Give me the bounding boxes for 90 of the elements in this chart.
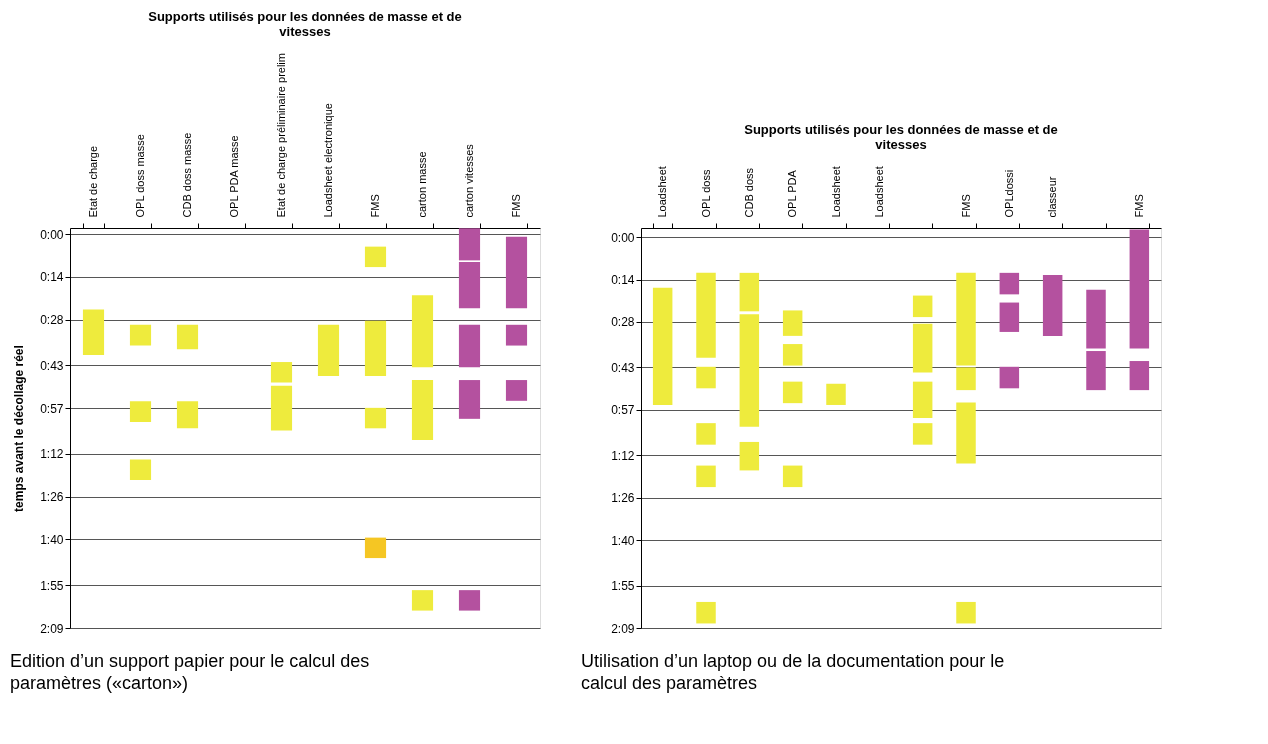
text: Utilisation d’un laptop ou de la documentation pour le calcul des paramètres (581, 651, 1005, 693)
x-tick-label: FMS (959, 194, 972, 218)
bar (364, 407, 387, 429)
bar (270, 362, 293, 383)
x-tick-label: OPL PDA (786, 169, 799, 218)
y-tick-label: 1:26 (611, 491, 635, 506)
y-tick-label: 0:43 (40, 358, 64, 373)
bar (782, 465, 803, 488)
y-tick-label: 1:40 (611, 533, 635, 548)
bar (1042, 274, 1063, 336)
x-tick-label: Loadsheet (829, 166, 842, 218)
y-tick-label: 1:12 (611, 448, 635, 463)
y-tick-label: 1:55 (40, 578, 64, 593)
bar (82, 309, 105, 356)
x-tick-label: FMS (369, 194, 381, 218)
bar (176, 324, 199, 350)
x-tick-label: CDB doss masse (181, 132, 193, 218)
x-tick-label: Loadsheet electronique (322, 103, 334, 218)
bar (411, 590, 434, 611)
x-tick-label: Etat de charge (87, 145, 99, 218)
bar (317, 324, 340, 377)
y-tick-label: 0:14 (611, 273, 635, 288)
bar (1086, 351, 1106, 391)
bar (411, 380, 434, 440)
x-tick-label: FMS (510, 194, 522, 218)
bar (826, 383, 846, 405)
y-tick-label: 1:12 (40, 447, 64, 462)
bar (129, 324, 152, 346)
bar (458, 590, 481, 611)
bar (652, 287, 673, 405)
bar (912, 295, 933, 318)
bar (129, 459, 152, 480)
bar (999, 366, 1020, 389)
bar (129, 401, 152, 422)
x-tick-label: OPL doss (699, 169, 712, 218)
x-tick-label: classeur (1046, 176, 1059, 218)
bar (956, 601, 976, 624)
bar (739, 441, 760, 471)
bar (176, 401, 199, 429)
x-tick-label: OPL PDA masse (228, 135, 240, 218)
bar (364, 246, 387, 268)
bar (696, 366, 716, 389)
bar (912, 323, 933, 373)
x-tick-label: CDB doss (742, 167, 755, 218)
x-tick-label: OPL doss masse (134, 134, 146, 218)
bar (364, 537, 387, 559)
bar (696, 272, 716, 358)
y-tick-label: 0:43 (611, 360, 635, 375)
bar (1129, 229, 1150, 349)
x-tick-label: Etat de charge préliminaire prelim (275, 53, 287, 218)
y-tick-label: 0:00 (40, 227, 64, 242)
bar (696, 465, 716, 488)
text: Edition d’un support papier pour le calcul des paramètres («carton») (10, 651, 370, 693)
x-tick-label: Loadsheet (656, 166, 669, 218)
bar (270, 385, 293, 431)
y-tick-label: 2:09 (611, 621, 635, 636)
bar (999, 302, 1020, 332)
y-tick-label: 0:28 (611, 315, 635, 330)
bar (411, 295, 434, 368)
x-tick-label: Loadsheet (872, 166, 885, 218)
bar (782, 344, 803, 366)
bar (999, 272, 1020, 295)
y-tick-label: 2:09 (40, 621, 64, 636)
chart-title: Supports utilisés pour les données de masse et de vitesses (744, 121, 1058, 152)
bar (696, 601, 716, 624)
bar (1086, 289, 1106, 349)
bar (364, 320, 387, 377)
chart-title: Supports utilisés pour les données de masse et de vitesses (148, 8, 462, 39)
y-tick-label: 0:57 (611, 403, 635, 418)
y-tick-label: 1:40 (40, 532, 64, 547)
bar (782, 310, 803, 336)
y-tick-label: 1:55 (611, 579, 635, 594)
bar (1129, 361, 1150, 391)
y-tick-label: 0:28 (40, 313, 64, 328)
y-tick-label: 0:57 (40, 401, 64, 416)
x-tick-label: FMS (1132, 194, 1145, 218)
bar (739, 314, 760, 427)
x-tick-label: carton masse (416, 151, 428, 218)
y-axis-title: temps avant le décollage réel (12, 345, 27, 512)
bar (739, 272, 760, 312)
x-tick-label: carton vitesses (463, 143, 475, 218)
bar (782, 381, 803, 404)
y-tick-label: 1:26 (40, 490, 64, 505)
y-tick-label: 0:00 (611, 230, 635, 245)
y-tick-label: 0:14 (40, 270, 64, 285)
bar (696, 423, 716, 445)
bar (912, 423, 933, 445)
x-tick-label: OPLdossi (1002, 169, 1015, 218)
bar (956, 402, 976, 464)
bar (912, 381, 933, 418)
